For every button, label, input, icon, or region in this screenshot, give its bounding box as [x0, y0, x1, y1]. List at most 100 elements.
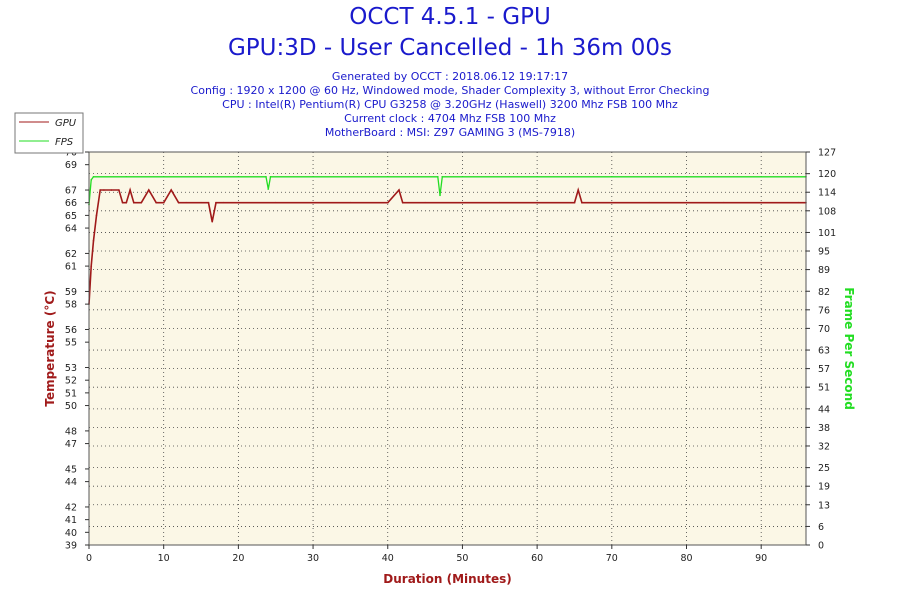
right-y-tick-label: 120 — [818, 169, 836, 180]
left-y-axis-title: Temperature (°C) — [43, 290, 57, 406]
left-y-tick-label: 45 — [65, 464, 77, 475]
data-point-gpu — [401, 201, 404, 204]
right-y-tick-label: 25 — [818, 463, 830, 474]
data-point-gpu — [648, 201, 650, 204]
data-point-gpu — [133, 201, 135, 204]
data-point-gpu — [155, 201, 158, 204]
data-point-fps — [200, 175, 202, 178]
data-point-gpu — [215, 201, 217, 204]
data-point-gpu — [110, 189, 113, 191]
left-y-tick-label: 48 — [65, 426, 77, 437]
right-y-tick-label: 127 — [818, 148, 836, 159]
right-y-tick-label: 82 — [818, 287, 830, 298]
right-y-tick-label: 101 — [818, 228, 836, 239]
data-point-gpu — [398, 189, 400, 191]
x-tick-label: 70 — [606, 553, 618, 564]
x-tick-label: 80 — [680, 553, 692, 564]
left-y-tick-label: 53 — [65, 363, 77, 374]
left-y-tick-label: 62 — [65, 249, 77, 260]
data-point-fps — [162, 175, 165, 178]
data-point-gpu — [170, 189, 172, 191]
grid-lines — [89, 152, 806, 545]
data-point-gpu — [274, 201, 277, 204]
left-y-tick-label: 66 — [65, 198, 77, 209]
data-point-fps — [90, 179, 93, 181]
left-y-tick-label: 61 — [65, 262, 77, 273]
data-point-gpu — [140, 201, 143, 204]
data-point-gpu — [177, 201, 180, 204]
left-y-tick-label: 42 — [65, 502, 77, 513]
left-y-tick-label: 67 — [65, 186, 77, 197]
right-y-tick-label: 38 — [818, 423, 830, 434]
left-y-tick-label: 51 — [65, 388, 77, 399]
data-point-gpu — [760, 201, 762, 204]
data-point-gpu — [237, 201, 240, 204]
data-point-gpu — [386, 201, 389, 204]
x-axis-title: Duration (Minutes) — [383, 572, 511, 586]
data-point-gpu — [147, 189, 150, 191]
right-y-tick-label: 63 — [818, 346, 830, 357]
x-tick-label: 20 — [232, 553, 244, 564]
left-y-tick-label: 59 — [65, 287, 77, 298]
data-point-gpu — [129, 189, 131, 191]
data-point-gpu — [723, 201, 725, 204]
data-point-fps — [312, 175, 314, 178]
left-y-tick-label: 65 — [65, 211, 77, 222]
left-y-tick-label: 41 — [65, 515, 77, 526]
legend-gpu-label: GPU — [55, 118, 77, 129]
legend-box — [14, 112, 84, 154]
left-y-tick-label: 39 — [65, 541, 77, 552]
data-point-gpu — [424, 201, 426, 204]
right-y-tick-label: 6 — [818, 522, 824, 533]
data-point-fps — [269, 175, 272, 178]
data-point-gpu — [162, 201, 165, 204]
data-point-gpu — [118, 189, 120, 191]
left-y-tick-label: 69 — [65, 160, 77, 171]
left-y-tick-label: 55 — [65, 338, 77, 349]
data-point-gpu — [577, 189, 580, 191]
data-point-fps — [265, 175, 267, 178]
data-point-fps — [436, 175, 439, 178]
data-point-gpu — [536, 201, 538, 204]
left-y-tick-label: 40 — [65, 528, 77, 539]
data-point-fps — [439, 194, 441, 197]
plot-border — [88, 151, 807, 546]
plot-area — [89, 152, 806, 545]
left-y-tick-label: 58 — [65, 300, 77, 311]
legend-fps-label: FPS — [55, 137, 74, 148]
right-y-axis-title: Frame Per Second — [842, 287, 856, 410]
data-point-gpu — [125, 201, 128, 204]
chart-subtitle: GPU:3D - User Cancelled - 1h 36m 00s — [227, 35, 672, 61]
data-point-fps — [536, 175, 538, 178]
data-point-gpu — [99, 189, 102, 191]
data-point-gpu — [498, 201, 501, 204]
data-point-gpu — [121, 201, 124, 204]
data-point-gpu — [211, 220, 214, 223]
x-tick-label: 10 — [158, 553, 170, 564]
data-point-fps — [461, 175, 464, 178]
data-point-gpu — [573, 201, 576, 204]
left-y-tick-label: 64 — [65, 224, 77, 235]
data-point-gpu — [200, 201, 202, 204]
data-point-gpu — [461, 201, 464, 204]
data-point-gpu — [95, 214, 98, 217]
data-point-fps — [441, 175, 444, 178]
data-point-fps — [611, 175, 613, 178]
data-point-fps — [237, 175, 240, 178]
data-point-gpu — [207, 201, 210, 204]
left-y-tick-label: 44 — [65, 477, 77, 488]
data-point-gpu — [797, 201, 800, 204]
legend: GPU FPS — [14, 112, 84, 154]
data-point-gpu — [90, 265, 93, 267]
info-current-clock: Current clock : 4704 Mhz FSB 100 Mhz — [344, 112, 556, 125]
x-tick-label: 90 — [755, 553, 767, 564]
x-tick-label: 60 — [531, 553, 543, 564]
right-y-tick-label: 32 — [818, 441, 830, 452]
data-point-fps — [760, 175, 762, 178]
left-y-tick-label: 50 — [65, 401, 77, 412]
left-y-tick-label: 56 — [65, 325, 77, 336]
x-tick-label: 30 — [307, 553, 319, 564]
data-point-fps — [125, 175, 128, 178]
x-tick-label: 0 — [86, 553, 92, 564]
